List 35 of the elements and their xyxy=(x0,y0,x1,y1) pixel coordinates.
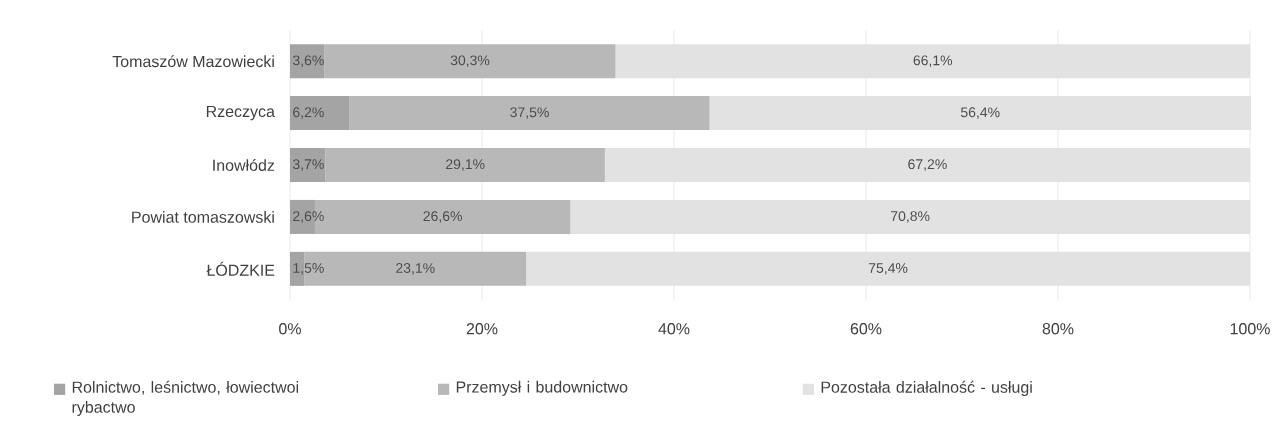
legend-label: Rolnictwo, leśnictwo, łowiectwoi rybactwo xyxy=(72,380,299,416)
data-label: 23,1% xyxy=(396,263,435,275)
bar xyxy=(324,44,616,79)
data-label: 3,6% xyxy=(292,55,324,67)
data-label: 75,4% xyxy=(868,263,908,275)
y-tick-label: Tomaszów Mazowiecki xyxy=(112,55,274,68)
legend-label: Pozostała działalność - usługi xyxy=(821,380,1032,396)
x-tick-label: 40% xyxy=(658,323,690,335)
y-tick-label: ŁÓDZKIE xyxy=(206,261,275,276)
bar xyxy=(290,44,325,79)
data-label: 56,4% xyxy=(960,107,1000,119)
data-label: 2,6% xyxy=(293,211,324,223)
bar xyxy=(349,96,710,131)
x-tick-label: 80% xyxy=(1042,323,1074,335)
data-label: 3,7% xyxy=(292,159,324,171)
legend-label: Przemysł i budownictwo xyxy=(456,380,628,396)
data-label: 67,2% xyxy=(908,159,947,171)
y-tick-label: Rzeczyca xyxy=(206,105,275,121)
x-tick-label: 20% xyxy=(466,323,498,335)
x-tick-label: 100% xyxy=(1230,323,1270,335)
data-label: 66,1% xyxy=(913,55,953,67)
data-label: 29,1% xyxy=(446,159,485,171)
bar xyxy=(325,148,605,183)
data-label: 26,6% xyxy=(423,211,462,223)
x-tick-label: 0% xyxy=(279,323,301,335)
data-label: 37,5% xyxy=(510,107,549,119)
data-label: 1,5% xyxy=(293,263,324,275)
y-tick-label: Inowłódz xyxy=(213,159,275,171)
data-label: 70,8% xyxy=(891,211,930,223)
bar xyxy=(290,148,326,183)
bar xyxy=(290,96,350,131)
data-label: 30,3% xyxy=(450,55,490,67)
x-tick-label: 60% xyxy=(850,323,882,335)
y-tick-label: Powiat tomaszowski xyxy=(132,211,274,223)
data-label: 6,2% xyxy=(293,107,324,119)
